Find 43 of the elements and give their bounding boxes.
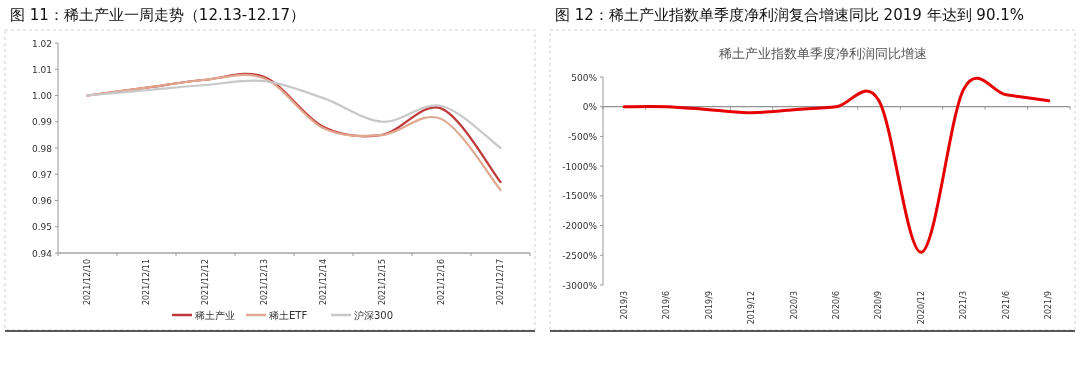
- x-tick-label: 2019/3: [619, 291, 629, 320]
- x-tick-label: 2021/12/16: [437, 259, 446, 306]
- x-tick-label: 2019/9: [704, 291, 714, 320]
- y-tick-label: -3000%: [562, 280, 598, 291]
- legend-label: 沪深300: [354, 310, 394, 321]
- x-tick-label: 2021/9: [1044, 291, 1054, 320]
- chart-subtitle: 稀土产业指数单季度净利润同比增速: [718, 46, 927, 61]
- line-series: [86, 79, 502, 150]
- x-tick-label: 2021/12/17: [496, 259, 505, 306]
- x-tick-label: 2021/6: [1001, 291, 1011, 320]
- x-tick-label: 2020/9: [874, 291, 884, 320]
- y-tick-label: -500%: [568, 131, 598, 142]
- x-tick-label: 2021/12/15: [378, 259, 387, 306]
- legend-label: 稀土ETF: [269, 310, 308, 321]
- y-tick-label: 0.95: [31, 222, 52, 233]
- x-tick-label: 2021/12/12: [201, 259, 210, 306]
- legend-label: 稀土产业: [195, 310, 235, 321]
- y-tick-label: 0%: [582, 102, 598, 113]
- y-tick-label: 0.96: [31, 196, 53, 206]
- y-tick-label: 0.99: [31, 117, 53, 128]
- y-tick-label: 0.94: [31, 248, 53, 259]
- y-tick-label: 1.02: [31, 38, 52, 49]
- y-tick-label: -1000%: [562, 161, 598, 172]
- y-tick-label: -1500%: [562, 191, 598, 202]
- x-tick-label: 2021/12/11: [142, 259, 151, 306]
- y-tick-label: -2500%: [562, 250, 598, 261]
- y-tick-label: 500%: [571, 72, 598, 83]
- chart-title: 图 12：稀土产业指数单季度净利润复合增速同比 2019 年达到 90.1%: [555, 6, 1024, 24]
- y-tick-label: 1.00: [31, 91, 53, 101]
- y-tick-label: -2000%: [562, 221, 598, 232]
- y-tick-label: 0.97: [31, 169, 52, 180]
- chart-title: 图 11：稀土产业一周走势（12.13-12.17）: [10, 6, 306, 24]
- x-tick-label: 2021/12/14: [319, 259, 328, 306]
- x-tick-label: 2020/12: [916, 291, 926, 325]
- x-tick-label: 2019/12: [747, 291, 757, 325]
- y-tick-label: 0.98: [31, 143, 53, 154]
- y-tick-label: 1.01: [31, 64, 52, 75]
- x-tick-label: 2019/6: [662, 291, 672, 320]
- x-tick-label: 2020/6: [832, 291, 841, 320]
- x-tick-label: 2021/3: [959, 291, 969, 320]
- x-tick-label: 2021/12/13: [260, 259, 269, 306]
- x-tick-label: 2021/12/10: [83, 259, 92, 306]
- x-tick-label: 2020/3: [789, 291, 799, 320]
